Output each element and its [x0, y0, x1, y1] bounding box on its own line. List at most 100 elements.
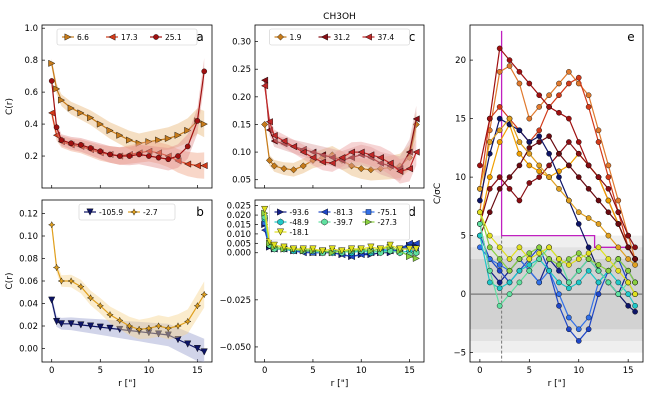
data-point: [174, 157, 182, 165]
y-tick-label: −5: [453, 349, 466, 359]
y-tick-label: 0.010: [227, 230, 251, 240]
data-point: [261, 82, 269, 90]
x-tick-label: 5: [310, 366, 315, 376]
data-point: [200, 120, 208, 128]
data-point: [506, 291, 513, 297]
data-point: [289, 143, 298, 151]
legend-marker: [153, 34, 159, 40]
data-point: [595, 262, 602, 268]
y-tick-label: 0.20: [232, 93, 251, 103]
data-point: [615, 256, 622, 262]
data-point: [174, 336, 182, 344]
data-point: [486, 279, 493, 286]
data-point: [77, 321, 85, 329]
data-point: [309, 245, 317, 253]
data-point: [516, 127, 523, 134]
data-point: [67, 320, 75, 328]
data-point: [309, 148, 317, 156]
data-point: [486, 232, 493, 239]
data-point: [125, 322, 134, 330]
data-point: [496, 115, 503, 122]
data-point: [165, 156, 172, 163]
legend-label: 17.3: [121, 33, 138, 42]
data-point: [575, 256, 582, 262]
data-point: [357, 148, 365, 156]
data-point: [87, 322, 95, 330]
data-point: [338, 154, 346, 162]
data-point: [413, 249, 420, 257]
data-point: [164, 324, 172, 332]
y-tick-label: 0.15: [232, 120, 251, 130]
data-point: [526, 267, 533, 274]
data-point: [347, 148, 355, 156]
data-point: [261, 206, 269, 214]
y-tick-label: 0.2: [24, 152, 38, 162]
data-point: [566, 69, 572, 75]
panel-letter: b: [196, 205, 204, 219]
y-tick-label: 0.025: [227, 202, 251, 212]
data-point: [145, 147, 153, 155]
data-point: [556, 291, 562, 297]
data-point: [585, 104, 592, 110]
legend-marker: [320, 208, 328, 216]
axes-frame: [254, 199, 425, 363]
data-point: [280, 165, 288, 173]
panel-c: 0.05 0.10 0.15 0.20 0.25 0.30 CH3OH c 1.9 31.2 37.…: [232, 12, 425, 189]
legend-marker: [86, 208, 94, 216]
legend-label: -39.7: [334, 218, 354, 227]
data-point: [625, 244, 631, 251]
data-point: [496, 303, 503, 309]
data-point: [615, 244, 622, 251]
data-point: [526, 115, 533, 122]
data-point: [280, 137, 288, 145]
data-point: [136, 151, 142, 158]
data-point: [585, 186, 592, 192]
data-point: [116, 153, 123, 159]
x-tick-label: 0: [477, 366, 482, 376]
data-point: [412, 148, 420, 156]
data-point: [116, 325, 124, 334]
legend-marker: [276, 228, 285, 236]
x-tick-label: 15: [192, 366, 203, 376]
data-point: [585, 326, 592, 333]
data-point: [556, 109, 562, 116]
data-point: [154, 149, 162, 157]
data-point: [405, 165, 413, 173]
data-point: [506, 57, 513, 63]
data-point: [566, 285, 572, 292]
data-point: [632, 279, 638, 286]
data-point: [184, 160, 192, 168]
data-point: [377, 165, 385, 173]
data-point: [575, 221, 582, 227]
y-tick-label: 0.020: [227, 211, 251, 221]
data-point: [536, 244, 543, 251]
data-point: [625, 256, 631, 262]
data-point: [516, 267, 523, 274]
legend-label: -18.1: [290, 228, 310, 237]
data-point: [48, 59, 56, 67]
y-tick-label: −0.050: [220, 343, 251, 353]
data-point: [348, 245, 356, 253]
data-point: [78, 142, 84, 148]
data-point: [625, 267, 631, 274]
data-point: [96, 302, 104, 310]
data-point: [386, 159, 394, 167]
data-point: [496, 244, 503, 251]
data-point: [605, 232, 612, 239]
data-point: [290, 166, 298, 174]
y-tick-label: 1.0: [24, 24, 38, 34]
data-point: [546, 162, 552, 169]
data-point: [605, 174, 612, 180]
data-point: [556, 92, 562, 99]
data-point: [194, 118, 201, 124]
data-point: [625, 232, 631, 239]
data-point: [536, 133, 543, 139]
x-tick-label: 15: [404, 366, 415, 376]
data-point: [605, 209, 612, 216]
data-point: [48, 78, 55, 84]
data-point: [615, 197, 622, 204]
data-point: [575, 338, 582, 344]
data-point: [595, 291, 602, 297]
data-point: [155, 136, 163, 144]
uncertainty-band: [51, 108, 205, 179]
